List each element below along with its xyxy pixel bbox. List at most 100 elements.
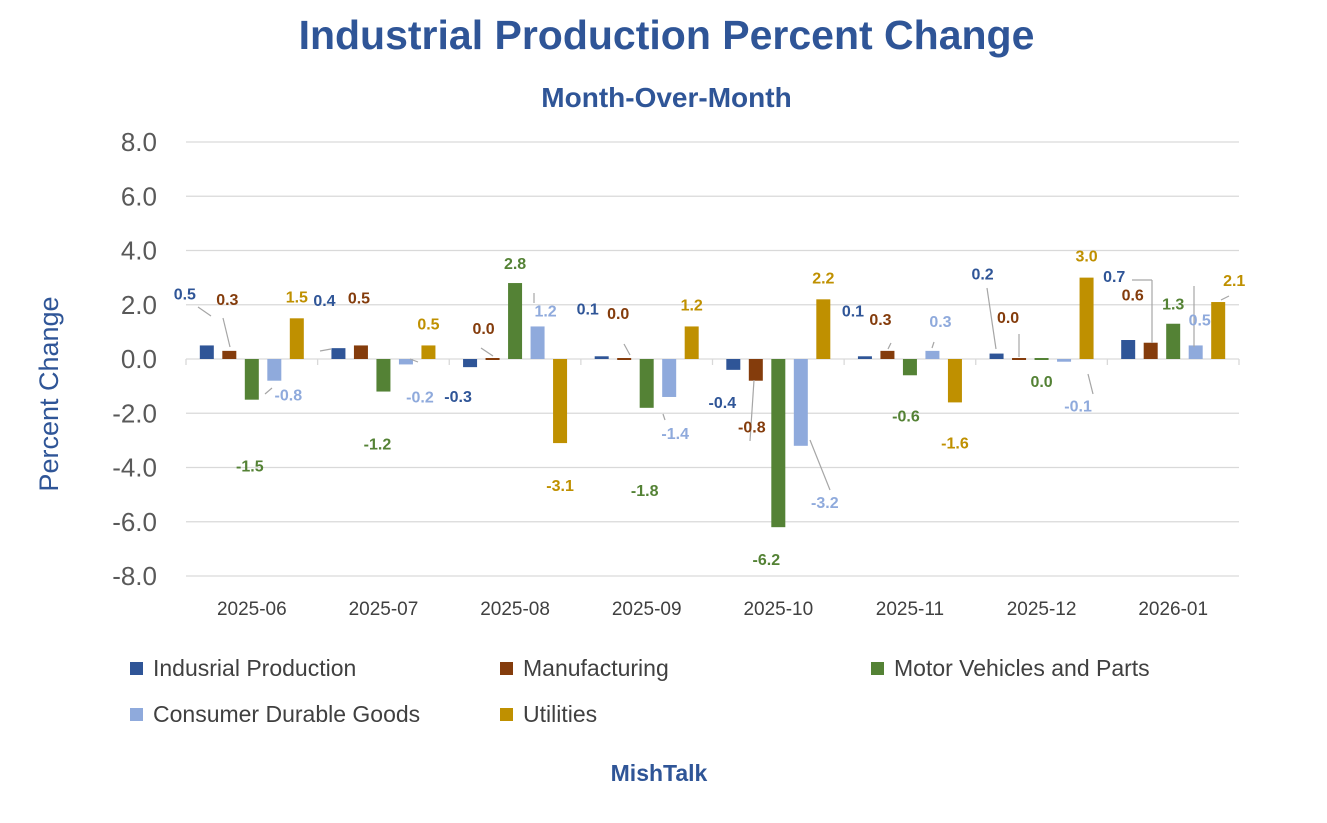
data-label: 0.5 <box>174 286 196 303</box>
data-label: 2.8 <box>504 256 526 273</box>
x-tick-label: 2025-08 <box>480 599 550 620</box>
legend-label: Consumer Durable Goods <box>153 701 421 727</box>
y-tick-label: -2.0 <box>112 398 157 428</box>
bar <box>793 359 808 446</box>
bar <box>594 356 609 359</box>
bar <box>771 359 786 528</box>
x-tick-label: 2026-01 <box>1138 599 1208 620</box>
bar <box>1057 359 1072 362</box>
legend-swatch <box>130 708 143 721</box>
bar <box>726 359 741 370</box>
bar <box>902 359 917 376</box>
data-label: 0.0 <box>1030 374 1052 391</box>
data-label-leader <box>623 343 631 356</box>
bar <box>1079 277 1094 359</box>
legend-swatch <box>130 662 143 675</box>
data-label: 0.1 <box>842 303 864 320</box>
y-tick-label: 0.0 <box>121 344 157 374</box>
data-label: 0.7 <box>1103 269 1125 286</box>
data-label-leader <box>662 413 666 421</box>
bar <box>662 359 677 397</box>
data-label-leader <box>319 348 332 352</box>
y-tick-label: 8.0 <box>121 127 157 157</box>
data-label-leader <box>809 439 831 491</box>
data-label: -0.6 <box>892 408 920 425</box>
x-tick-label: 2025-06 <box>217 599 287 620</box>
bar <box>748 359 763 381</box>
data-label-leader <box>1087 373 1094 395</box>
y-tick-label: -4.0 <box>112 453 157 483</box>
bar <box>925 350 940 359</box>
data-label: 0.5 <box>417 316 439 333</box>
data-label: 1.5 <box>286 289 308 306</box>
bar <box>1166 323 1181 359</box>
legend-item-consumer-durable-goods[interactable]: Consumer Durable Goods <box>130 701 420 728</box>
x-tick-label: 2025-12 <box>1007 599 1077 620</box>
data-label-leader <box>264 387 273 395</box>
data-label: 0.5 <box>348 290 370 307</box>
bar <box>353 345 368 359</box>
data-label: -6.2 <box>753 552 781 569</box>
y-tick-label: 2.0 <box>121 290 157 320</box>
legend-swatch <box>871 662 884 675</box>
bar <box>857 356 872 359</box>
data-label: 1.2 <box>534 303 556 320</box>
bar <box>947 359 962 403</box>
bar <box>639 359 654 408</box>
legend-swatch <box>500 708 513 721</box>
data-label-leader <box>749 379 755 442</box>
x-tick-label: 2025-10 <box>743 599 813 620</box>
legend-label: Indusrial Production <box>153 655 357 681</box>
bar <box>508 283 523 359</box>
data-label: 0.0 <box>472 321 494 338</box>
bar <box>1211 302 1226 359</box>
chart-title: Industrial Production Percent Change <box>298 12 1035 58</box>
data-label: -0.1 <box>1064 399 1092 416</box>
bar <box>1012 358 1027 360</box>
legend-item-motor-vehicles[interactable]: Motor Vehicles and Parts <box>871 655 1150 682</box>
y-tick-label: 6.0 <box>121 181 157 211</box>
legend-label: Manufacturing <box>523 655 669 681</box>
data-label: -0.8 <box>738 420 766 437</box>
legend-label: Motor Vehicles and Parts <box>894 655 1150 681</box>
data-label: 0.5 <box>1189 312 1211 329</box>
legend-item-manufacturing[interactable]: Manufacturing <box>500 655 669 682</box>
bar <box>1143 342 1158 359</box>
data-label-leader <box>409 358 419 363</box>
data-label: -1.2 <box>364 437 392 454</box>
data-label: 0.6 <box>1122 288 1144 305</box>
data-label-leader <box>197 306 212 317</box>
data-label: -0.8 <box>275 388 303 405</box>
data-label: 0.3 <box>929 314 951 331</box>
data-label-leader <box>1220 295 1230 301</box>
data-label: -1.8 <box>631 483 659 500</box>
data-label: 0.0 <box>607 306 629 323</box>
data-label: 1.3 <box>1162 297 1184 314</box>
bar <box>222 350 237 359</box>
legend-item-industrial-production[interactable]: Indusrial Production <box>130 655 356 682</box>
legend-item-utilities[interactable]: Utilities <box>500 701 597 728</box>
source-label: MishTalk <box>610 760 708 786</box>
data-label: -0.3 <box>444 389 472 406</box>
data-label: -0.2 <box>406 389 434 406</box>
bar <box>1121 340 1136 359</box>
data-label-leader <box>887 342 892 350</box>
bar <box>684 326 699 359</box>
bar <box>331 348 346 359</box>
bar <box>289 318 304 359</box>
bar <box>421 345 436 359</box>
y-tick-label: 4.0 <box>121 236 157 266</box>
x-tick-label: 2025-09 <box>612 599 682 620</box>
data-label-leader <box>480 347 494 357</box>
data-label-leader <box>986 287 997 350</box>
bar <box>989 353 1004 359</box>
legend-label: Utilities <box>523 701 598 727</box>
data-label: -3.1 <box>546 478 574 495</box>
data-label: 1.2 <box>681 297 703 314</box>
bar <box>267 359 282 381</box>
y-axis-title: Percent Change <box>34 296 64 491</box>
bar <box>530 326 545 359</box>
data-label-leader <box>931 341 935 349</box>
bar <box>376 359 391 392</box>
